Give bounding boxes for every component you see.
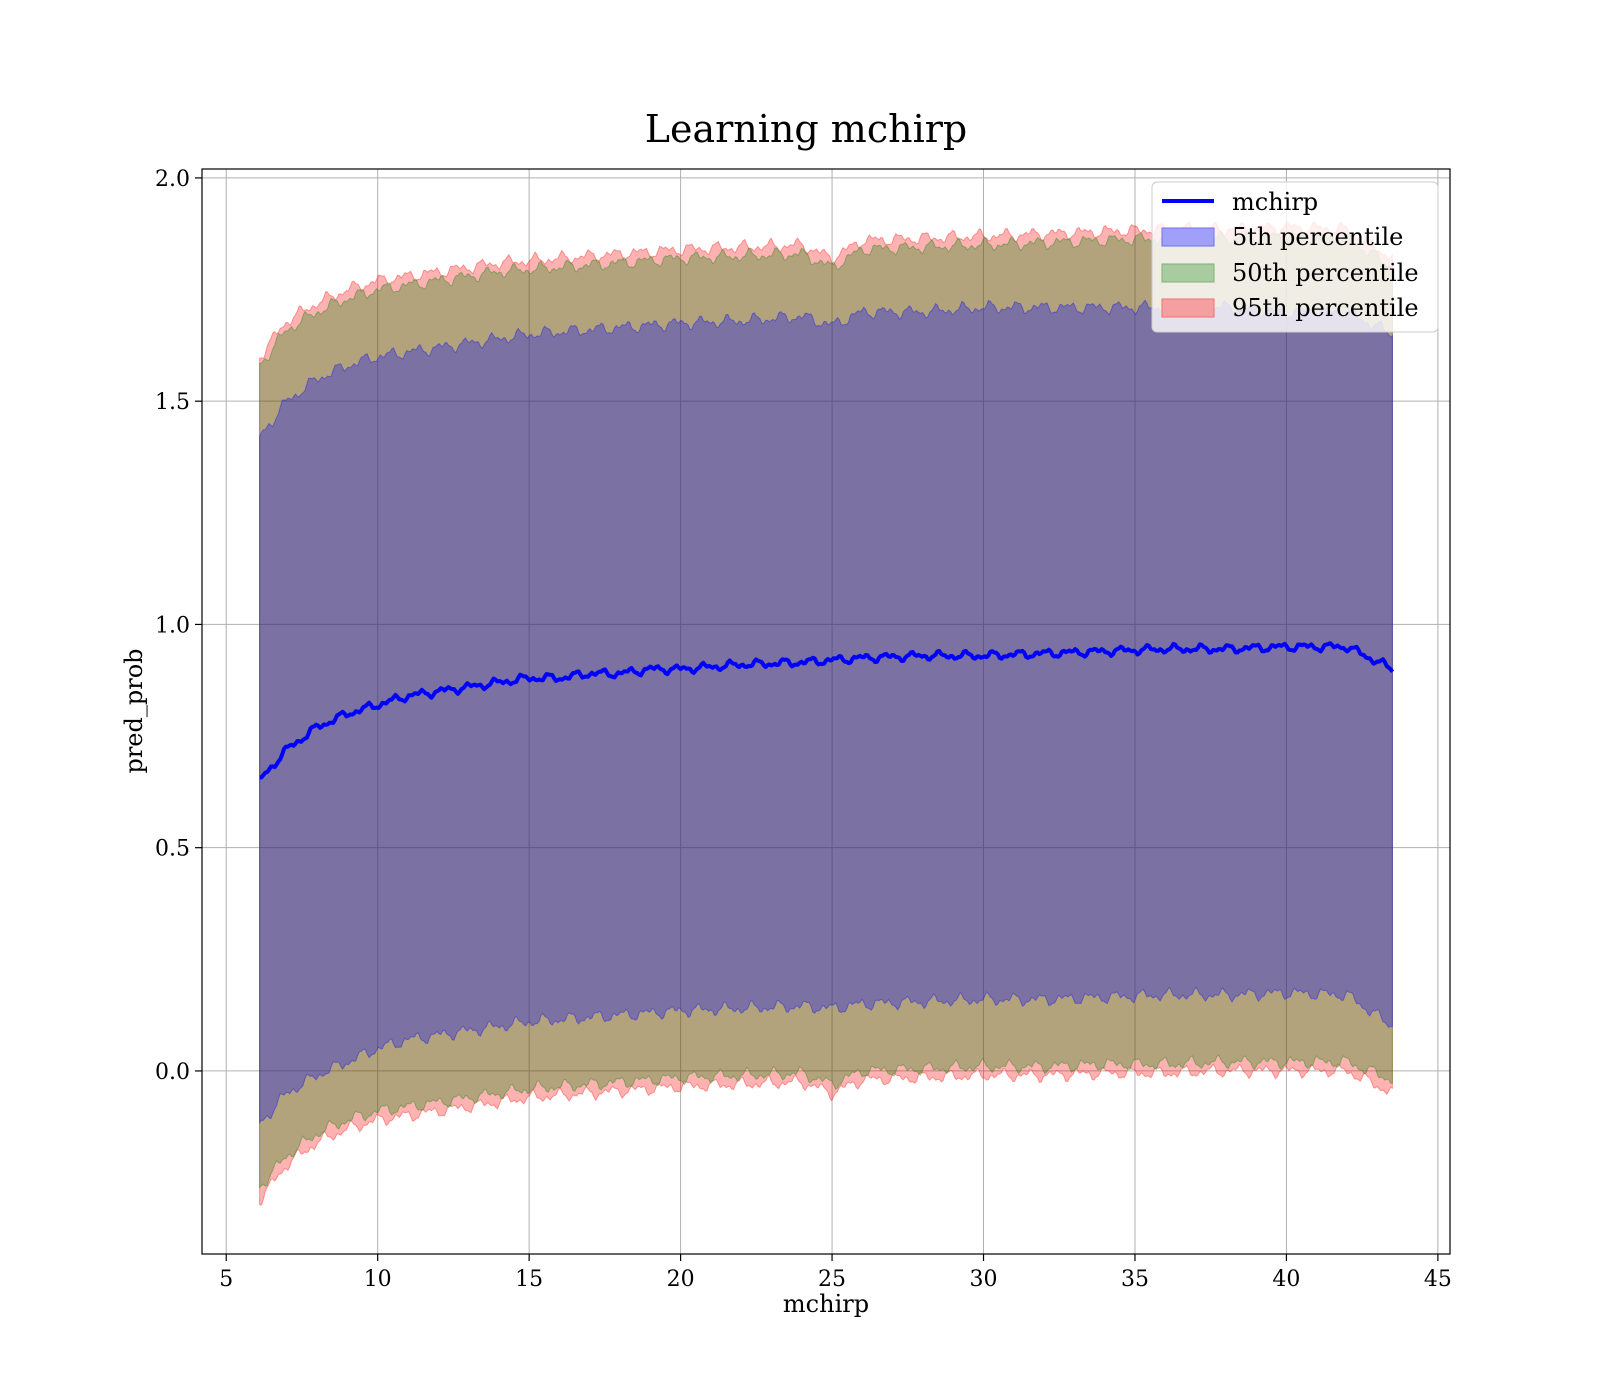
mchirp-line-layer xyxy=(259,641,1395,780)
plot-frame xyxy=(201,168,1451,1255)
legend-box xyxy=(1151,181,1439,333)
x-tick-label: 20 xyxy=(667,1267,695,1292)
y-axis-ticks: 0.0 0.5 1.0 1.5 2.0 xyxy=(155,167,202,1085)
legend-label-mchirp: mchirp xyxy=(1232,188,1318,216)
x-tick-label: 5 xyxy=(219,1267,233,1292)
x-tick-label: 45 xyxy=(1424,1267,1452,1292)
mchirp-line xyxy=(259,641,1395,780)
legend-swatch-50th-percentile xyxy=(1161,263,1215,283)
grid xyxy=(202,169,1450,1254)
x-tick-label: 10 xyxy=(364,1267,392,1292)
x-tick-label: 30 xyxy=(970,1267,998,1292)
band-95th-percentile xyxy=(259,221,1393,1206)
y-tick-label: 1.5 xyxy=(155,390,190,415)
legend-label-95th-percentile: 95th percentile xyxy=(1232,294,1419,322)
percentile-bands xyxy=(259,221,1393,1206)
x-axis-ticks: 5 10 15 20 25 30 35 40 45 xyxy=(219,1254,1452,1292)
x-tick-label: 40 xyxy=(1272,1267,1300,1292)
y-tick-label: 0.0 xyxy=(155,1060,190,1085)
y-tick-label: 1.0 xyxy=(155,613,190,638)
legend-label-50th-percentile: 50th percentile xyxy=(1232,259,1419,287)
legend-swatch-95th-percentile xyxy=(1161,298,1215,318)
chart-title: Learning mchirp xyxy=(645,107,967,151)
x-axis-label: mchirp xyxy=(783,1290,869,1318)
y-axis-label: pred_prob xyxy=(120,648,148,773)
legend-swatch-5th-percentile xyxy=(1161,227,1215,247)
legend: mchirp 5th percentile 50th percentile 95… xyxy=(1151,181,1439,333)
band-50th-percentile xyxy=(259,229,1393,1189)
x-tick-label: 35 xyxy=(1121,1267,1149,1292)
x-tick-label: 15 xyxy=(515,1267,543,1292)
legend-label-5th-percentile: 5th percentile xyxy=(1232,223,1403,251)
x-tick-label: 25 xyxy=(818,1267,846,1292)
band-5th-percentile xyxy=(259,298,1393,1125)
y-tick-label: 2.0 xyxy=(155,167,190,192)
y-tick-label: 0.5 xyxy=(155,837,190,862)
